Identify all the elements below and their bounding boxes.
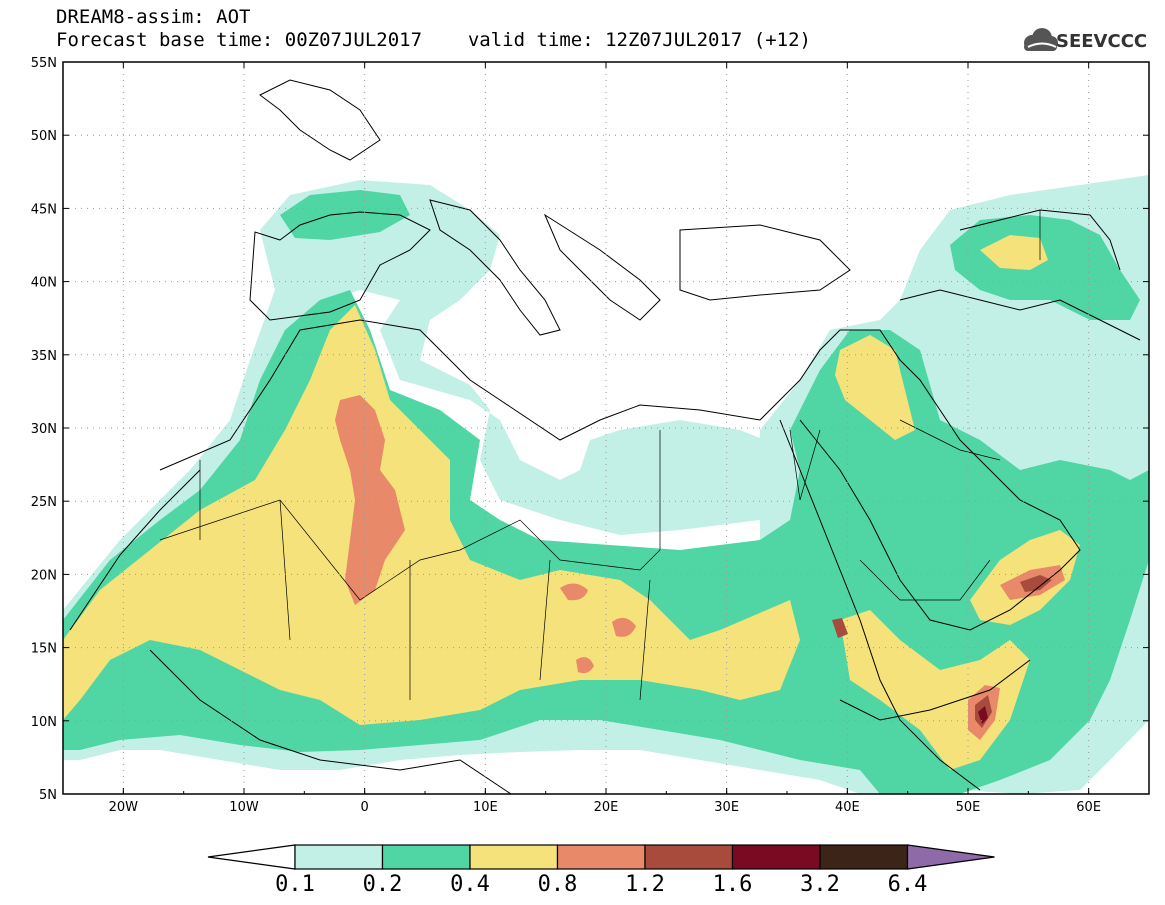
base-time: Forecast base time: 00Z07JUL2017 bbox=[56, 29, 423, 51]
colorbar-segment bbox=[381, 844, 471, 870]
gridlines bbox=[63, 62, 1149, 794]
lon-label: 50E bbox=[956, 800, 981, 815]
colorbar-segment bbox=[469, 844, 559, 870]
aot-band-1.6-somalia bbox=[978, 706, 988, 724]
lat-label: 20N bbox=[31, 568, 57, 583]
colorbar-label: 3.2 bbox=[800, 872, 840, 897]
aot-band-0.8-chad-1 bbox=[560, 583, 588, 601]
colorbar-label: 6.4 bbox=[888, 872, 928, 897]
colorbar-segment bbox=[294, 844, 384, 870]
colorbar-segment bbox=[556, 844, 646, 870]
lon-label: 30E bbox=[714, 800, 739, 815]
colorbar-label: 0.4 bbox=[450, 872, 490, 897]
colorbar-labels: 0.1 0.2 0.4 0.8 1.2 1.6 3.2 6.4 bbox=[275, 872, 927, 897]
aot-band-0.1-west bbox=[63, 180, 800, 640]
lat-label: 30N bbox=[31, 422, 57, 437]
cloud-icon bbox=[1024, 28, 1058, 51]
aot-band-0.8-chad-3 bbox=[576, 657, 594, 674]
colorbar-arrow-high bbox=[906, 844, 995, 870]
aot-band-0.4-caspian bbox=[980, 235, 1048, 270]
colorbar-label: 1.6 bbox=[713, 872, 753, 897]
axis-ticks bbox=[62, 61, 1150, 795]
lat-label: 25N bbox=[31, 495, 57, 510]
lon-label: 10W bbox=[229, 800, 259, 815]
map-title: DREAM8-assim: AOT bbox=[56, 6, 251, 28]
lat-label: 10N bbox=[31, 715, 57, 730]
lon-label: 20E bbox=[594, 800, 619, 815]
logo-text: SEEVCCC bbox=[1056, 31, 1148, 52]
aot-band-0.2-iberia bbox=[280, 190, 410, 240]
forecast-times: Forecast base time: 00Z07JUL2017 valid t… bbox=[56, 29, 811, 51]
lon-label: 40E bbox=[835, 800, 860, 815]
country-borders bbox=[159, 210, 1041, 701]
lat-label: 40N bbox=[31, 276, 57, 291]
lat-label: 35N bbox=[31, 349, 57, 364]
lon-label: 0 bbox=[361, 800, 369, 815]
aot-band-1.2-oman bbox=[1020, 575, 1052, 592]
lat-label: 55N bbox=[31, 56, 57, 71]
lon-label: 20W bbox=[109, 800, 139, 815]
valid-time: valid time: 12Z07JUL2017 (+12) bbox=[467, 29, 811, 51]
aot-band-0.4-iraq bbox=[835, 335, 915, 440]
lat-label: 15N bbox=[31, 642, 57, 657]
colorbar-label: 0.8 bbox=[538, 872, 578, 897]
colorbar-label: 0.1 bbox=[275, 872, 315, 897]
lat-label: 45N bbox=[31, 202, 57, 217]
aot-field bbox=[63, 79, 1149, 794]
lon-label: 60E bbox=[1076, 800, 1101, 815]
lat-labels: 55N 50N 45N 40N 35N 30N 25N 20N 15N 10N 5N bbox=[31, 56, 57, 803]
aot-band-0.8-chad-2 bbox=[612, 617, 636, 637]
colorbar-segment bbox=[644, 844, 734, 870]
colorbar-segment bbox=[731, 844, 821, 870]
colorbar-segment bbox=[819, 844, 909, 870]
lat-label: 50N bbox=[31, 129, 57, 144]
lon-labels: 20W 10W 0 10E 20E 30E 40E 50E 60E bbox=[109, 800, 1101, 815]
colorbar-label: 1.2 bbox=[625, 872, 665, 897]
colorbar-arrow-low bbox=[207, 844, 296, 870]
colorbar bbox=[207, 844, 995, 870]
colorbar-label: 0.2 bbox=[363, 872, 403, 897]
aot-band-0.8-sahara bbox=[335, 395, 405, 605]
lat-label: 5N bbox=[39, 788, 57, 803]
aot-band-1.2-eritrea bbox=[832, 618, 848, 638]
lon-label: 10E bbox=[473, 800, 498, 815]
